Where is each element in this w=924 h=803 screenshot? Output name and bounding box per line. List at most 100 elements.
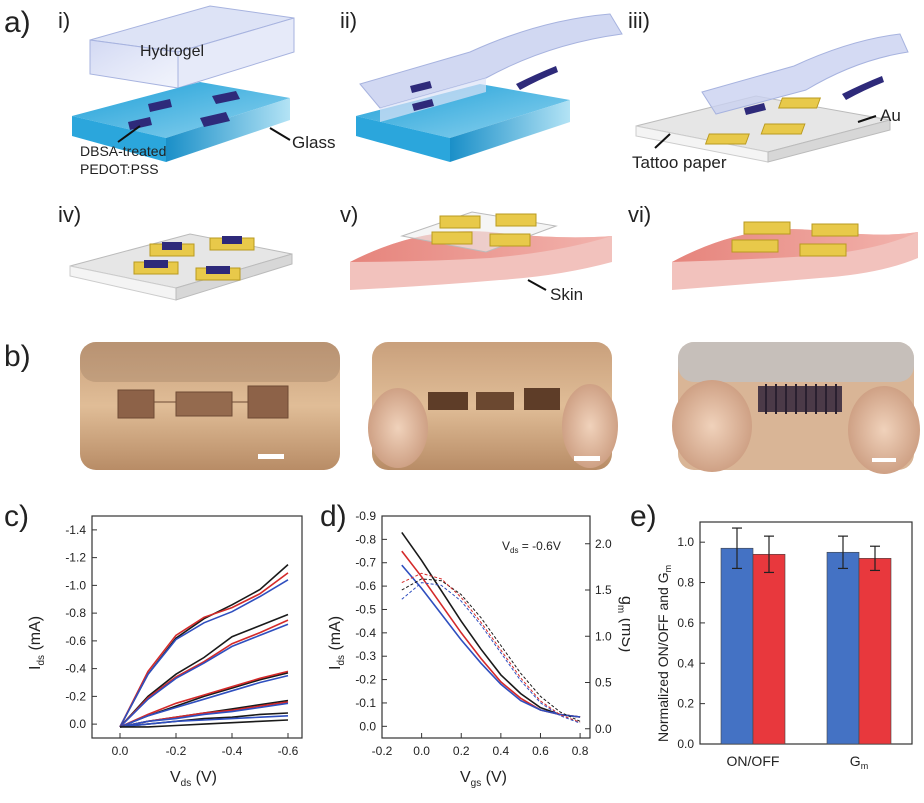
series-line-gm-black — [401, 578, 581, 722]
series-line-blue-1 — [119, 579, 289, 728]
y-tick-label: 0.2 — [677, 697, 694, 711]
step-vi-label: vi) — [628, 202, 651, 227]
series-line-blue-3 — [119, 674, 289, 728]
panel-b-letter: b) — [4, 340, 31, 373]
au-label: Au — [880, 106, 901, 125]
y-tick-label: -0.6 — [65, 634, 86, 648]
au-electrodes-iii — [704, 97, 822, 145]
glass-label: Glass — [292, 133, 335, 152]
y-tick-label: 0.8 — [677, 576, 694, 590]
pedot-channels-iv — [144, 236, 242, 274]
series-line-gm-red — [401, 572, 581, 723]
y-tick-label: -0.6 — [355, 579, 376, 593]
scale-bar-1 — [258, 454, 284, 459]
y-tick-label: -1.2 — [65, 551, 86, 565]
series-line-black-2 — [119, 613, 289, 728]
series-line-red-2 — [119, 619, 289, 728]
panel-c: c) 0.0 -0.2 -0.4 -0.6 0.0 -0.2 -0.4 -0.6 -0.8 -1.… — [0, 490, 320, 798]
step-v-label: v) — [340, 202, 358, 227]
hydrogel-peeling-iii — [701, 33, 909, 115]
x-tick-label: 0.4 — [493, 744, 510, 758]
y-tick-label: 1.0 — [677, 535, 694, 549]
panel-e-letter: e) — [630, 500, 657, 533]
dbsa-label-line1: DBSA-treated — [80, 143, 166, 159]
chart-d-y2label: gm (mS) — [615, 596, 630, 652]
y-tick-label: -0.2 — [355, 673, 376, 687]
y-tick-label: -0.5 — [355, 602, 376, 616]
glass-slide-ii — [356, 84, 570, 162]
chart-d-ylabel: Ids (mA) — [327, 616, 347, 670]
y-tick-label: -0.9 — [355, 509, 376, 523]
y-tick-label: -1.4 — [65, 523, 86, 537]
series-line-gm-blue — [401, 582, 581, 724]
y-tick-label: -0.2 — [65, 689, 86, 703]
dbsa-pointer — [117, 125, 141, 143]
series-line-red-3 — [119, 670, 289, 728]
x-tick-label: -0.2 — [372, 744, 393, 758]
x-tick-label: 0.8 — [572, 744, 589, 758]
scale-bar-3 — [872, 458, 896, 462]
y-tick-label: -1.0 — [65, 578, 86, 592]
category-label: Gm — [850, 753, 868, 771]
y-tick-label: 0.6 — [677, 616, 694, 630]
x-tick-label: -0.6 — [278, 744, 299, 758]
skin-label: Skin — [550, 285, 583, 304]
pedot-channels-iii — [744, 76, 884, 115]
panel-d: d) -0.2 0.0 0.2 0.4 0.6 0.8 0.0 -0.1 -0.2 -0.3 -0.… — [320, 490, 635, 798]
chart-c-ylabel: Ids (mA) — [27, 616, 47, 670]
bar-red-1 — [858, 558, 892, 745]
dbsa-label-line2: PEDOT:PSS — [80, 161, 159, 177]
tattoo-pointer — [654, 133, 671, 149]
y-tick-label: -0.8 — [355, 532, 376, 546]
step-i-label: i) — [58, 8, 70, 33]
y-tick-label: -0.3 — [355, 649, 376, 663]
x-tick-label: 0.0 — [112, 744, 129, 758]
series-line-blue-5 — [119, 715, 289, 728]
y2-tick-label: 2.0 — [595, 537, 612, 551]
series-line-Ids-black — [401, 531, 581, 718]
y2-tick-label: 0.5 — [595, 676, 612, 690]
hydrogel-label: Hydrogel — [140, 43, 204, 60]
series-line-Ids-red — [401, 550, 581, 718]
panel-a-letter: a) — [4, 6, 31, 39]
y-tick-label: 0.0 — [359, 719, 376, 733]
x-tick-label: 0.0 — [413, 744, 430, 758]
chart-c-xlabel: Vds (V) — [170, 769, 217, 789]
panel-b: b) — [0, 330, 924, 480]
chart-d-frame — [381, 515, 591, 739]
au-electrodes-vi — [731, 221, 859, 257]
skin-slab-vi — [672, 229, 918, 290]
series-line-blue-4 — [119, 702, 289, 728]
panel-b-photos: b) — [4, 340, 920, 474]
series-line-red-1 — [119, 572, 289, 728]
pedot-channels-i — [128, 91, 240, 130]
skin-photo-flat — [80, 342, 340, 470]
x-tick-label: -0.2 — [166, 744, 187, 758]
y-tick-label: -0.7 — [355, 556, 376, 570]
chart-e: e) 0.0 0.2 0.4 0.6 0.8 1.0 ON/OFF Gm Normalized… — [630, 500, 913, 771]
skin-photo-compressed — [368, 342, 618, 470]
step-ii-label: ii) — [340, 8, 357, 33]
y-tick-label: 0.0 — [677, 737, 694, 751]
series-line-black-6 — [120, 719, 289, 728]
glass-pointer — [269, 127, 291, 141]
y-tick-label: -0.4 — [65, 662, 86, 676]
panel-a: a) i) Hydrogel DBSA-treated PEDOT:PSS Gl… — [0, 0, 924, 330]
scale-bar-2 — [574, 456, 600, 461]
y2-tick-label: 1.5 — [595, 583, 612, 597]
step-iv-label: iv) — [58, 202, 81, 227]
x-tick-label: -0.4 — [222, 744, 243, 758]
series-line-Ids-blue — [401, 564, 581, 718]
tattoo-label: Tattoo paper — [632, 153, 727, 172]
panel-d-letter: d) — [320, 500, 347, 533]
chart-d: d) -0.2 0.0 0.2 0.4 0.6 0.8 0.0 -0.1 -0.2 -0.3 -0.… — [320, 500, 635, 789]
panel-a-illustration: a) i) Hydrogel DBSA-treated PEDOT:PSS Gl… — [4, 5, 918, 304]
chart-e-ylabel: Normalized ON/OFF and Gm — [655, 565, 673, 742]
y-tick-label: -0.1 — [355, 696, 376, 710]
hydrogel-block — [89, 5, 295, 89]
step-iii-label: iii) — [628, 8, 650, 33]
x-tick-label: 0.6 — [532, 744, 549, 758]
y2-tick-label: 1.0 — [595, 629, 612, 643]
chart-c: c) 0.0 -0.2 -0.4 -0.6 0.0 -0.2 -0.4 -0.6 -0.8 -1.… — [4, 500, 303, 789]
y2-tick-label: 0.0 — [595, 722, 612, 736]
